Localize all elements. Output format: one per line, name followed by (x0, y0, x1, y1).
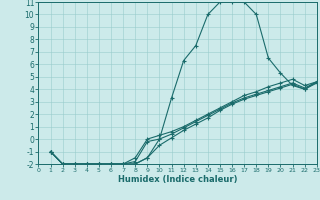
X-axis label: Humidex (Indice chaleur): Humidex (Indice chaleur) (118, 175, 237, 184)
